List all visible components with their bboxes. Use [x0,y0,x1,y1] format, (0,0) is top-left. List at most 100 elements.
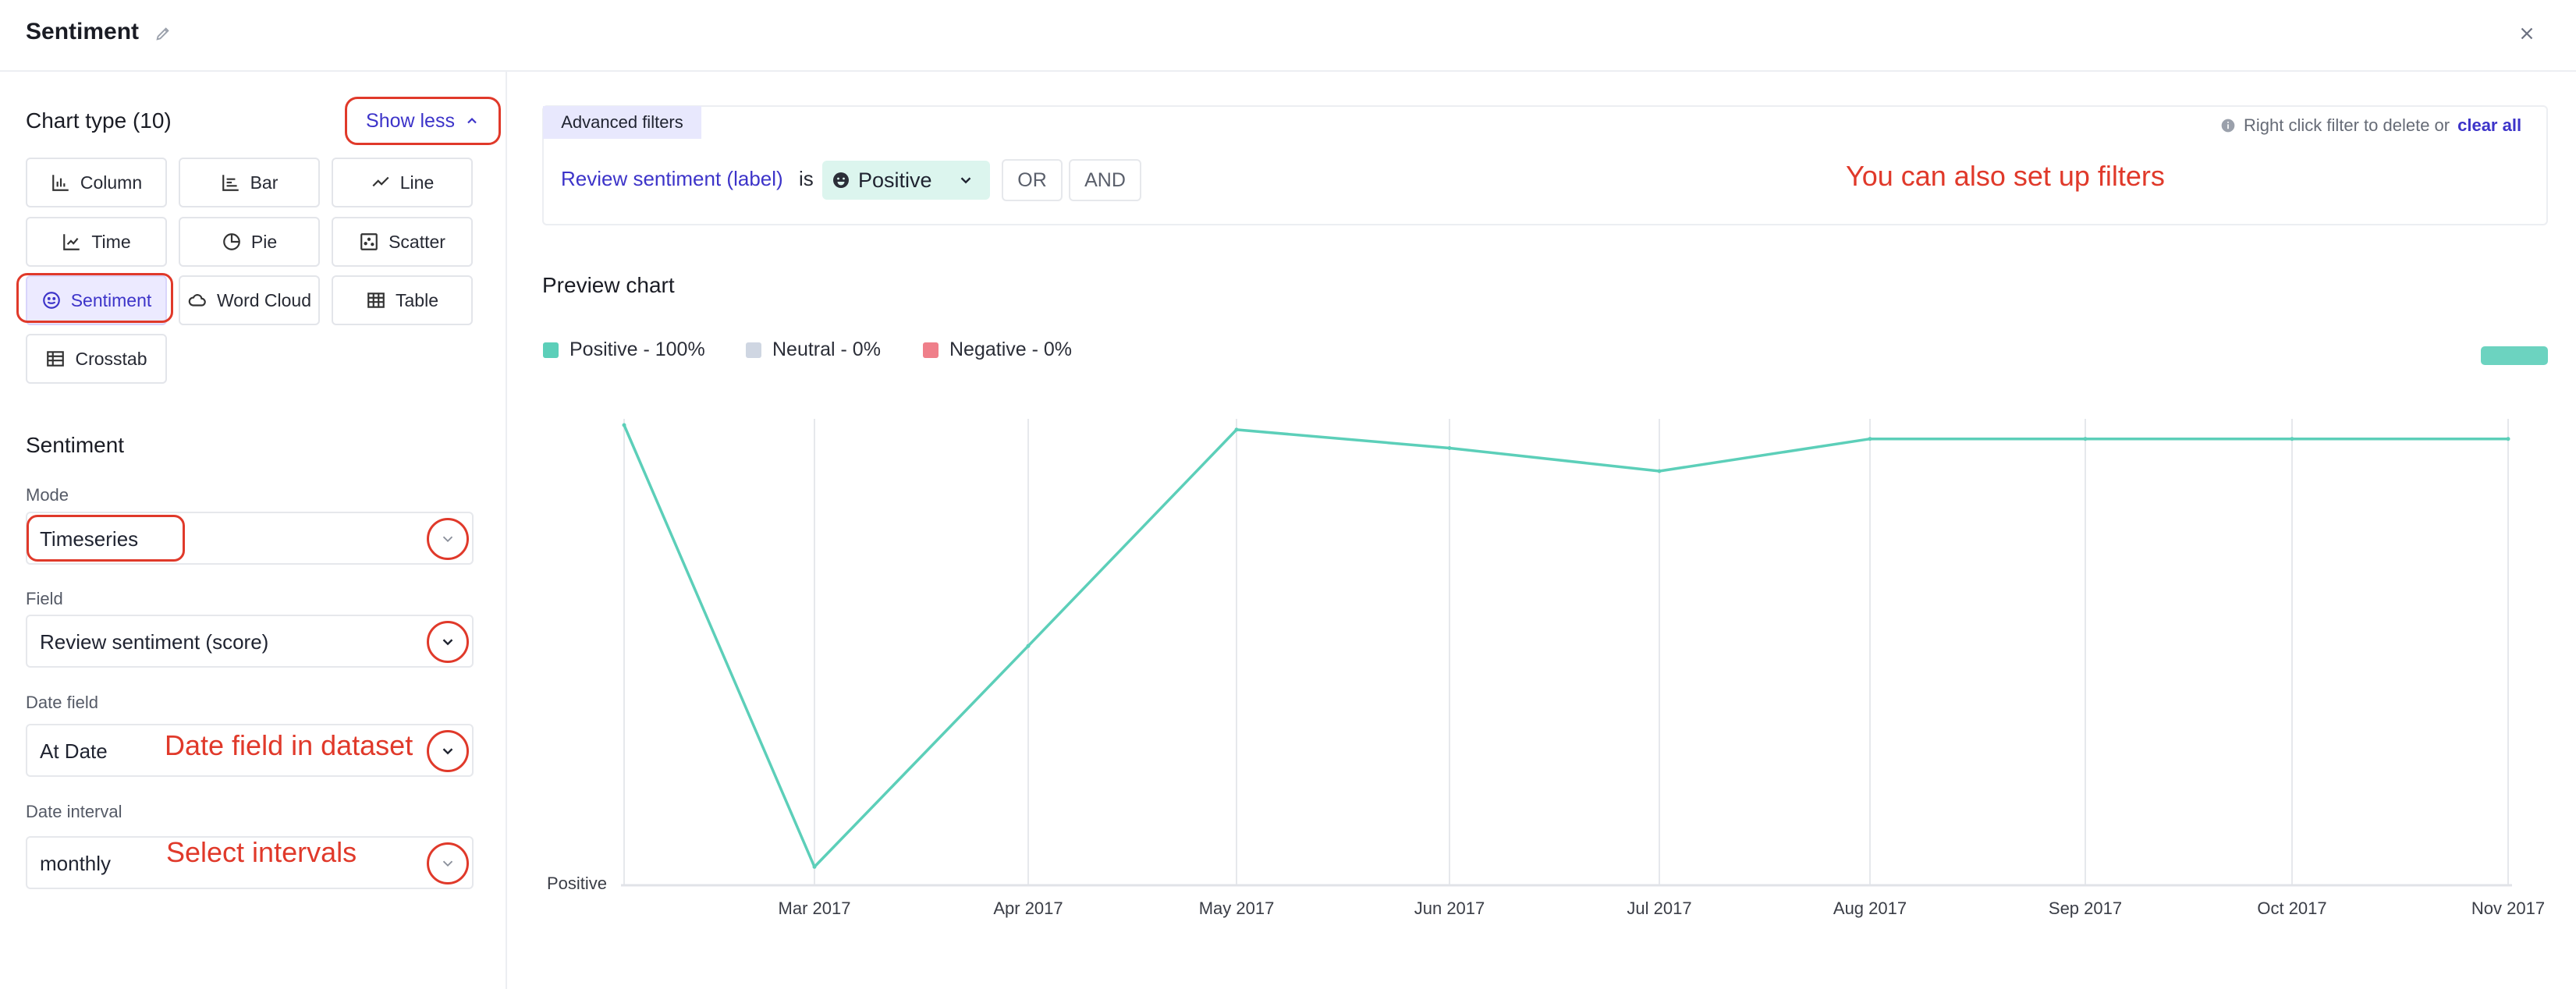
filters-annotation: You can also set up filters [1846,160,2165,192]
mode-label: Mode [26,485,69,505]
field-dropdown-toggle[interactable] [427,621,469,663]
filter-hint-text: Right click filter to delete or [2244,115,2450,135]
legend-item-positive[interactable]: Positive - 100% [543,339,705,361]
mode-select[interactable]: Timeseries [26,512,474,565]
legend-label: Neutral - 0% [772,339,881,360]
pencil-icon[interactable] [154,25,172,42]
chart-type-time-button[interactable]: Time [26,217,167,267]
legend-item-neutral[interactable]: Neutral - 0% [746,339,881,361]
legend-swatch [746,342,761,358]
filter-value: Positive [858,168,932,192]
chart-type-word-cloud-button[interactable]: Word Cloud [179,275,320,325]
field-value: Review sentiment (score) [40,630,269,654]
legend-label: Negative - 0% [949,339,1073,360]
chart-type-label: Bar [250,172,279,193]
date-field-value: At Date [40,739,108,763]
and-button[interactable]: AND [1069,159,1141,201]
line-chart-icon [372,176,389,187]
chart-type-scatter-button[interactable]: Scatter [332,217,473,267]
table-icon [367,292,385,308]
data-point [812,864,817,869]
show-less-label: Show less [366,109,455,132]
dialog-header: Sentiment [0,0,2576,72]
info-icon [2221,119,2235,133]
data-point [1026,643,1031,648]
x-tick-label: Apr 2017 [993,899,1063,918]
chevron-down-icon [960,177,970,184]
field-select[interactable]: Review sentiment (score) [26,615,474,668]
chart-type-line-button[interactable]: Line [332,158,473,207]
chevron-down-icon [442,639,453,646]
show-less-button[interactable]: Show less [345,97,501,145]
date-field-label: Date field [26,693,98,712]
chart-type-crosstab-button[interactable]: Crosstab [26,334,167,384]
close-icon[interactable] [2517,23,2537,44]
chevron-up-icon [467,117,477,124]
or-button[interactable]: OR [1002,159,1063,201]
filter-operator: is [799,167,814,190]
chart-type-label: Time [91,231,131,252]
advanced-filters-panel [542,105,2548,225]
legend-swatch [923,342,939,358]
filter-field-link[interactable]: Review sentiment (label) [561,167,783,190]
date-interval-dropdown-toggle[interactable] [427,842,469,884]
chart-type-pie-button[interactable]: Pie [179,217,320,267]
intervals-annotation: Select intervals [166,836,357,868]
time-chart-icon [63,234,80,250]
pie-chart-icon [223,233,240,250]
date-field-dropdown-toggle[interactable] [427,730,469,772]
mode-dropdown-toggle[interactable] [427,518,469,560]
chart-toggle-pill[interactable] [2481,346,2548,365]
chart-type-sentiment-button[interactable]: Sentiment [26,275,167,325]
chevron-down-icon [442,748,453,755]
sentiment-line-chart: Mar 2017 Apr 2017 May 2017 Jun 2017 Jul 2017… [547,419,2545,918]
x-tick-label: Mar 2017 [779,899,851,918]
x-tick-label: Sep 2017 [2049,899,2122,918]
chart-type-label: Sentiment [70,289,152,310]
chart-type-table-button[interactable]: Table [332,275,473,325]
clear-all-link[interactable]: clear all [2457,115,2522,135]
chevron-down-icon [442,536,453,543]
data-point [622,423,626,427]
sentiment-settings-title: Sentiment [26,433,125,457]
scatter-chart-icon [360,233,378,250]
chevron-down-icon [442,860,453,867]
sentiment-icon [42,292,60,309]
filter-hint: Right click filter to delete or clear al… [2220,115,2521,136]
chart-type-label: Table [396,289,438,310]
legend-item-negative[interactable]: Negative - 0% [923,339,1072,361]
chart-type-label: Pie [250,231,278,252]
bar-chart-icon [222,175,239,191]
chart-type-label: Line [399,172,435,193]
legend-swatch [543,342,559,358]
legend-label: Positive - 100% [569,339,705,360]
data-point [1868,437,1872,441]
chart-type-bar-button[interactable]: Bar [179,158,320,207]
date-interval-select[interactable]: monthly [26,836,474,889]
x-tick-label: May 2017 [1199,899,1275,918]
data-point [2290,437,2294,441]
date-field-select[interactable]: At Date [26,724,474,777]
mode-value: Timeseries [40,527,139,551]
chart-type-label: Crosstab [75,348,147,369]
filter-value-chip[interactable]: Positive [822,161,990,200]
date-interval-value: monthly [40,852,112,875]
x-tick-label: Jul 2017 [1627,899,1691,918]
x-tick-label: Aug 2017 [1833,899,1907,918]
cloud-icon [188,294,206,307]
chart-type-label: Word Cloud [216,289,312,310]
y-axis-label: Positive [547,874,607,893]
preview-chart-title: Preview chart [542,273,675,297]
data-point [1657,469,1662,473]
chart-type-label: Column [80,172,143,193]
data-point [2506,437,2510,441]
smile-icon [833,172,849,188]
crosstab-icon [47,351,65,367]
data-point [2083,437,2088,441]
date-field-annotation: Date field in dataset [165,729,413,761]
x-tick-label: Nov 2017 [2471,899,2545,918]
x-tick-label: Jun 2017 [1414,899,1485,918]
date-interval-label: Date interval [26,802,122,821]
chart-type-column-button[interactable]: Column [26,158,167,207]
chart-type-label: Scatter [389,231,445,252]
